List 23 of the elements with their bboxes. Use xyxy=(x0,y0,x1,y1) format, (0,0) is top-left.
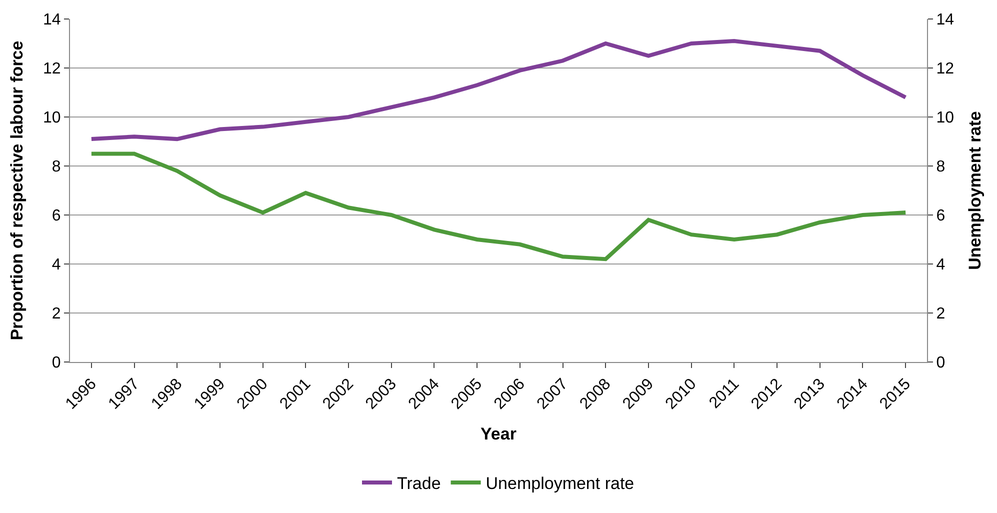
y2-axis-title: Unemployment rate xyxy=(966,111,984,270)
y-axis-title: Proportion of respective labour force xyxy=(8,40,27,340)
line-series xyxy=(89,152,908,262)
y2-tick-label: 14 xyxy=(936,12,954,29)
y-tick-label: 4 xyxy=(52,256,61,274)
y-tick-label: 12 xyxy=(43,60,61,78)
line-series xyxy=(89,39,908,142)
y-tick-label: 10 xyxy=(43,110,61,127)
y2-tick-label: 2 xyxy=(936,306,946,323)
y2-tick-label: 12 xyxy=(936,60,954,78)
y2-tick-label: 10 xyxy=(936,110,954,127)
y-tick-label: 14 xyxy=(43,12,61,29)
y-tick-label: 8 xyxy=(52,158,61,176)
y-tick-label: 0 xyxy=(52,354,61,372)
x-axis-title: Year xyxy=(480,424,517,444)
y2-tick-label: 0 xyxy=(936,354,946,372)
y2-tick-label: 4 xyxy=(936,256,946,274)
y-tick-label: 6 xyxy=(52,208,61,225)
y2-tick-label: 6 xyxy=(936,208,946,225)
y2-tick-label: 8 xyxy=(936,158,946,176)
y-tick-label: 2 xyxy=(52,306,61,323)
legend-label: Trade xyxy=(397,474,441,494)
legend-label: Unemployment rate xyxy=(486,474,634,494)
